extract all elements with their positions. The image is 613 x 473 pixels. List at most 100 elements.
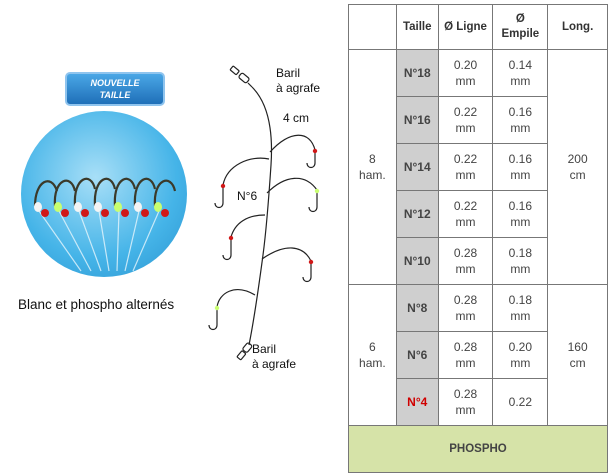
group1-hooks-unit: ham. xyxy=(359,168,386,182)
rig-diagram xyxy=(208,65,320,361)
size-cell: N°12 xyxy=(395,190,439,238)
size-cell: N°4 xyxy=(395,378,439,426)
table-row: 6 ham. N°8 0.28 mm 0.18 mm 160 cm xyxy=(348,284,608,426)
header-ligne: Ø Ligne xyxy=(437,4,494,50)
ligne-value: 0.28 xyxy=(453,246,478,260)
empile-cell: 0.20 mm xyxy=(492,331,549,379)
ligne-unit: mm xyxy=(455,309,476,323)
bottom-swivel-label: Baril à agrafe xyxy=(252,342,296,372)
table-row: N°12 0.22 mm 0.16 mm xyxy=(349,190,608,238)
bottom-swivel-label-line-1: Baril xyxy=(252,342,277,356)
table-footer-row: PHOSPHO xyxy=(348,425,608,473)
ligne-value: 0.28 xyxy=(453,387,478,401)
ligne-unit: mm xyxy=(455,168,476,182)
ligne-value: 0.22 xyxy=(453,152,478,166)
ligne-unit: mm xyxy=(455,74,476,88)
empile-cell: 0.16 mm xyxy=(492,190,549,238)
empile-unit: mm xyxy=(510,74,531,88)
ligne-cell: 0.22 mm xyxy=(437,143,494,191)
ligne-cell: 0.22 mm xyxy=(437,190,494,238)
size-cell: N°14 xyxy=(395,143,439,191)
table-row: N°10 0.28 mm 0.18 mm xyxy=(349,237,608,285)
group2-hooks: 6 ham. xyxy=(348,284,397,426)
new-size-badge: NOUVELLE TAILLE xyxy=(65,72,165,106)
ligne-value: 0.22 xyxy=(453,105,478,119)
size-cell: N°16 xyxy=(395,96,439,144)
empile-unit: mm xyxy=(510,262,531,276)
table-row: N°4 0.28 mm 0.22 xyxy=(349,378,608,426)
table-row: N°6 0.28 mm 0.20 mm xyxy=(349,331,608,379)
empile-value: 0.22 xyxy=(508,395,533,409)
empile-unit: mm xyxy=(510,215,531,229)
caption: Blanc et phospho alternés xyxy=(18,297,175,312)
header-taille: Taille xyxy=(395,4,439,50)
ligne-cell: 0.20 mm xyxy=(437,49,494,97)
badge-line-2: TAILLE xyxy=(99,90,131,100)
bottom-swivel-label-line-2: à agrafe xyxy=(252,357,297,371)
header-long: Long. xyxy=(547,4,608,50)
size-cell: N°10 xyxy=(395,237,439,285)
hooks-illustration xyxy=(33,177,177,272)
top-swivel-label: Baril à agrafe xyxy=(276,66,320,96)
specs-table: Taille Ø Ligne Ø Empile Long. 8 ham. N°1… xyxy=(348,4,608,473)
empile-unit: mm xyxy=(510,356,531,370)
group2-hooks-unit: ham. xyxy=(359,356,386,370)
ligne-unit: mm xyxy=(455,215,476,229)
empile-value: 0.16 xyxy=(508,199,533,213)
product-photo xyxy=(21,111,187,277)
size-cell: N°8 xyxy=(395,284,439,332)
empile-value: 0.18 xyxy=(508,293,533,307)
size-cell: N°6 xyxy=(395,331,439,379)
empile-cell: 0.14 mm xyxy=(492,49,549,97)
spacing-label: 4 cm xyxy=(283,111,310,125)
group2-hooks-count: 6 xyxy=(369,340,376,354)
empile-cell: 0.18 mm xyxy=(492,284,549,332)
hook-size-label: N°6 xyxy=(237,189,258,203)
group1-hooks-count: 8 xyxy=(369,152,376,166)
ligne-value: 0.28 xyxy=(453,340,478,354)
header-empile: Ø Empile xyxy=(492,4,549,50)
ligne-cell: 0.28 mm xyxy=(437,378,494,426)
footer-phospho: PHOSPHO xyxy=(348,425,608,473)
group1-hooks: 8 ham. xyxy=(348,49,397,285)
empile-cell: 0.18 mm xyxy=(492,237,549,285)
group1-length: 200 cm xyxy=(547,49,608,285)
ligne-cell: 0.22 mm xyxy=(437,96,494,144)
group2-length-value: 160 xyxy=(567,340,588,354)
header-empile-line-2: Empile xyxy=(501,28,540,40)
ligne-unit: mm xyxy=(455,121,476,135)
size-cell: N°18 xyxy=(395,49,439,97)
ligne-cell: 0.28 mm xyxy=(437,284,494,332)
ligne-value: 0.28 xyxy=(453,293,478,307)
top-swivel-label-line-1: Baril xyxy=(276,66,301,80)
ligne-value: 0.20 xyxy=(453,58,478,72)
empile-unit: mm xyxy=(510,168,531,182)
ligne-value: 0.22 xyxy=(453,199,478,213)
empile-value: 0.20 xyxy=(508,340,533,354)
ligne-unit: mm xyxy=(455,403,476,417)
ligne-unit: mm xyxy=(455,356,476,370)
table-row: 8 ham. N°18 0.20 mm 0.14 mm 200 cm xyxy=(348,49,608,285)
table-header-row: Taille Ø Ligne Ø Empile Long. xyxy=(348,4,608,50)
empile-unit: mm xyxy=(510,121,531,135)
badge-line-1: NOUVELLE xyxy=(90,78,140,88)
table-row: N°14 0.22 mm 0.16 mm xyxy=(349,143,608,191)
empile-cell: 0.22 xyxy=(492,378,549,426)
ligne-cell: 0.28 mm xyxy=(437,237,494,285)
group2-length-unit: cm xyxy=(569,356,586,370)
empile-unit: mm xyxy=(510,309,531,323)
empile-value: 0.16 xyxy=(508,152,533,166)
ligne-cell: 0.28 mm xyxy=(437,331,494,379)
group2-length: 160 cm xyxy=(547,284,608,426)
top-swivel-label-line-2: à agrafe xyxy=(276,81,321,95)
group1-length-value: 200 xyxy=(567,152,588,166)
empile-value: 0.16 xyxy=(508,105,533,119)
group1-length-unit: cm xyxy=(569,168,586,182)
header-empile-line-1: Ø xyxy=(515,13,525,25)
ligne-unit: mm xyxy=(455,262,476,276)
empile-value: 0.18 xyxy=(508,246,533,260)
empile-cell: 0.16 mm xyxy=(492,96,549,144)
header-blank xyxy=(348,4,397,50)
empile-cell: 0.16 mm xyxy=(492,143,549,191)
empile-value: 0.14 xyxy=(508,58,533,72)
